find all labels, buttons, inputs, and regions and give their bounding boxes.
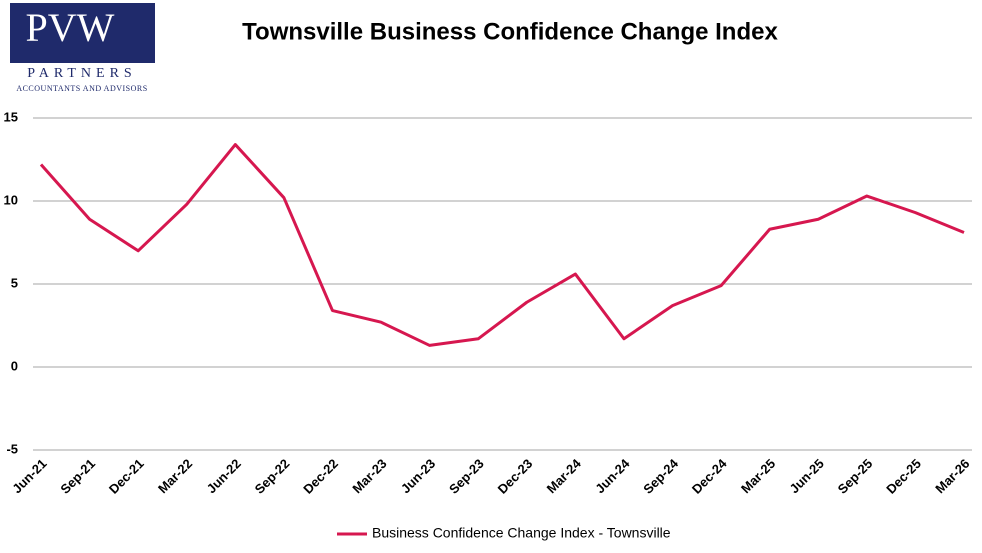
y-tick-label: -5	[6, 441, 18, 456]
x-tick-label: Jun-24	[592, 455, 633, 496]
logo-box	[10, 3, 155, 63]
x-tick-label: Sep-24	[640, 455, 681, 496]
x-tick-label: Dec-21	[106, 456, 147, 497]
logo-name: PARTNERS	[27, 66, 136, 81]
x-tick-label: Sep-21	[57, 456, 98, 497]
logo: PVW PARTNERS ACCOUNTANTS AND ADVISORS	[10, 3, 155, 93]
x-tick-label: Jun-25	[787, 456, 827, 496]
x-tick-label: Mar-24	[544, 455, 585, 496]
y-tick-label: 10	[4, 192, 18, 207]
x-tick-label: Sep-23	[446, 456, 487, 497]
x-tick-label: Mar-23	[349, 456, 389, 496]
x-tick-label: Mar-26	[932, 456, 972, 496]
x-tick-label: Mar-22	[155, 456, 195, 496]
data-line	[39, 143, 965, 347]
y-tick-label: 5	[11, 275, 18, 290]
x-tick-label: Jun-23	[398, 456, 438, 496]
x-tick-label: Dec-23	[495, 456, 536, 497]
x-tick-label: Jun-21	[9, 456, 49, 496]
y-tick-label: 0	[11, 358, 18, 373]
y-tick-label: 15	[4, 109, 18, 124]
x-tick-label: Mar-25	[738, 456, 778, 496]
chart-title: Townsville Business Confidence Change In…	[242, 18, 778, 45]
x-tick-label: Jun-22	[204, 456, 244, 496]
x-tick-label: Dec-25	[883, 456, 924, 497]
x-tick-label: Sep-25	[835, 456, 876, 497]
x-tick-label: Sep-22	[252, 456, 293, 497]
legend-label: Business Confidence Change Index - Towns…	[372, 525, 671, 541]
logo-mark: PVW	[26, 5, 115, 50]
x-tick-label: Dec-22	[300, 456, 341, 497]
x-tick-label: Dec-24	[689, 455, 730, 496]
logo-tagline: ACCOUNTANTS AND ADVISORS	[16, 84, 147, 93]
